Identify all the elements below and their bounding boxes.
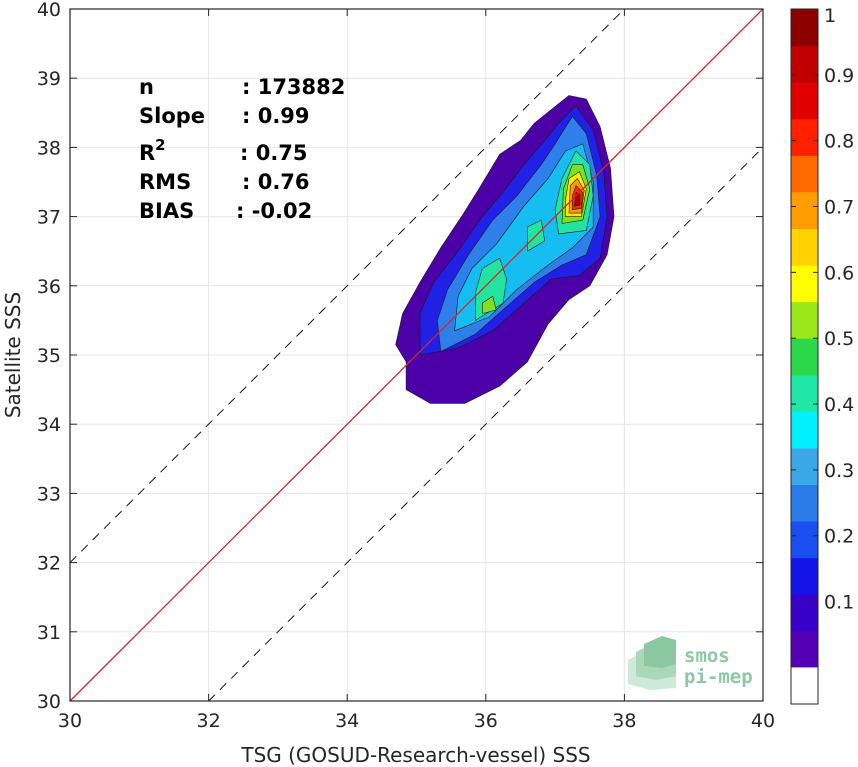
- y-tick-label: 33: [37, 483, 61, 505]
- y-tick-label: 34: [37, 414, 61, 436]
- stat-value-1: : 0.99: [242, 104, 310, 128]
- colorbar-swatch-8: [791, 338, 818, 376]
- density-contours: [395, 95, 615, 404]
- smos-pimep-logo: smos pi-mep: [628, 636, 753, 690]
- stat-label-2: R2: [139, 136, 166, 165]
- colorbar-swatch-3: [791, 521, 818, 559]
- y-tick-label: 31: [37, 622, 61, 644]
- y-tick-label: 32: [37, 553, 61, 575]
- reference-line-identity-0: [69, 8, 764, 702]
- x-tick-label: 32: [197, 710, 221, 732]
- colorbar-blank-swatch: [791, 667, 818, 704]
- colorbar: 0.1 0.2 0.3 0.4 0.5 0.6 0.7 0.8 0.9 1: [790, 5, 854, 705]
- stat-value-0: : 173882: [242, 75, 345, 99]
- colorbar-swatch-0: [791, 630, 818, 668]
- y-tick-label: 39: [37, 68, 61, 90]
- colorbar-tick-label: 0.5: [824, 328, 854, 350]
- colorbar-tick-label: 0.2: [824, 526, 854, 548]
- colorbar-swatch-11: [791, 228, 818, 266]
- colorbar-swatch-15: [791, 82, 818, 120]
- x-tick-label: 34: [335, 710, 359, 732]
- stat-label-0: n: [139, 75, 154, 99]
- colorbar-tick-label: 0.1: [824, 592, 854, 614]
- colorbar-swatch-6: [791, 411, 818, 449]
- y-axis-ticks: 30 31 32 33 34 35 36 37 38 39 40: [37, 0, 763, 713]
- stat-label-4: BIAS: [139, 199, 194, 223]
- colorbar-swatch-10: [791, 265, 818, 303]
- colorbar-frame: [790, 8, 819, 705]
- x-tick-label: 38: [612, 710, 636, 732]
- statistics-box: n : 173882 Slope : 0.99 R2 : 0.75 RMS : 0.76 BIA…: [139, 75, 345, 223]
- colorbar-swatch-5: [791, 447, 818, 486]
- colorbar-swatch-12: [791, 191, 818, 229]
- stat-label-3: RMS: [139, 170, 191, 194]
- colorbar-swatch-7: [791, 374, 818, 412]
- y-axis-label: Satellite SSS: [1, 292, 25, 418]
- logo-line-2: pi-mep: [684, 666, 753, 688]
- colorbar-swatch-13: [791, 155, 818, 193]
- colorbar-swatch-2: [791, 557, 818, 595]
- stat-superscript: 2: [155, 136, 165, 154]
- y-tick-label: 30: [37, 691, 61, 713]
- x-tick-label: 30: [58, 710, 82, 732]
- colorbar-swatch-16: [791, 45, 818, 83]
- y-tick-label: 36: [37, 276, 61, 298]
- colorbar-tick-label: 0.9: [824, 65, 854, 87]
- y-tick-label: 37: [37, 207, 61, 229]
- x-tick-label: 36: [474, 710, 498, 732]
- colorbar-tick-label: 1: [824, 5, 836, 27]
- colorbar-swatch-14: [791, 118, 818, 156]
- colorbar-swatch-1: [791, 594, 818, 632]
- y-tick-label: 35: [37, 345, 61, 367]
- stat-value-3: : 0.76: [242, 170, 310, 194]
- contour-level-7: [482, 295, 497, 314]
- stat-value-2: : 0.75: [240, 141, 308, 165]
- x-tick-label: 40: [751, 710, 775, 732]
- colorbar-swatch-4: [791, 484, 818, 522]
- x-axis-ticks: 30 32 34 36 38 40: [58, 9, 775, 732]
- reference-line-offset-1: [69, 8, 625, 563]
- y-tick-label: 40: [37, 0, 61, 21]
- stat-value-4: : -0.02: [236, 199, 312, 223]
- logo-mark-icon: [628, 636, 676, 690]
- colorbar-swatch-9: [791, 301, 818, 339]
- stat-label-1: Slope: [139, 104, 205, 128]
- colorbar-tick-label: 0.4: [824, 394, 854, 416]
- colorbar-tick-label: 0.3: [824, 460, 854, 482]
- reference-lines: [69, 8, 764, 702]
- reference-line-offset-2: [208, 147, 764, 702]
- x-axis-label: TSG (GOSUD-Research-vessel) SSS: [240, 743, 590, 767]
- y-tick-label: 38: [37, 137, 61, 159]
- logo-line-1: smos: [684, 645, 730, 667]
- colorbar-tick-label: 0.8: [824, 131, 854, 153]
- colorbar-tick-label: 0.7: [824, 197, 854, 219]
- colorbar-swatch-17: [791, 9, 818, 47]
- colorbar-tick-label: 0.6: [824, 262, 854, 284]
